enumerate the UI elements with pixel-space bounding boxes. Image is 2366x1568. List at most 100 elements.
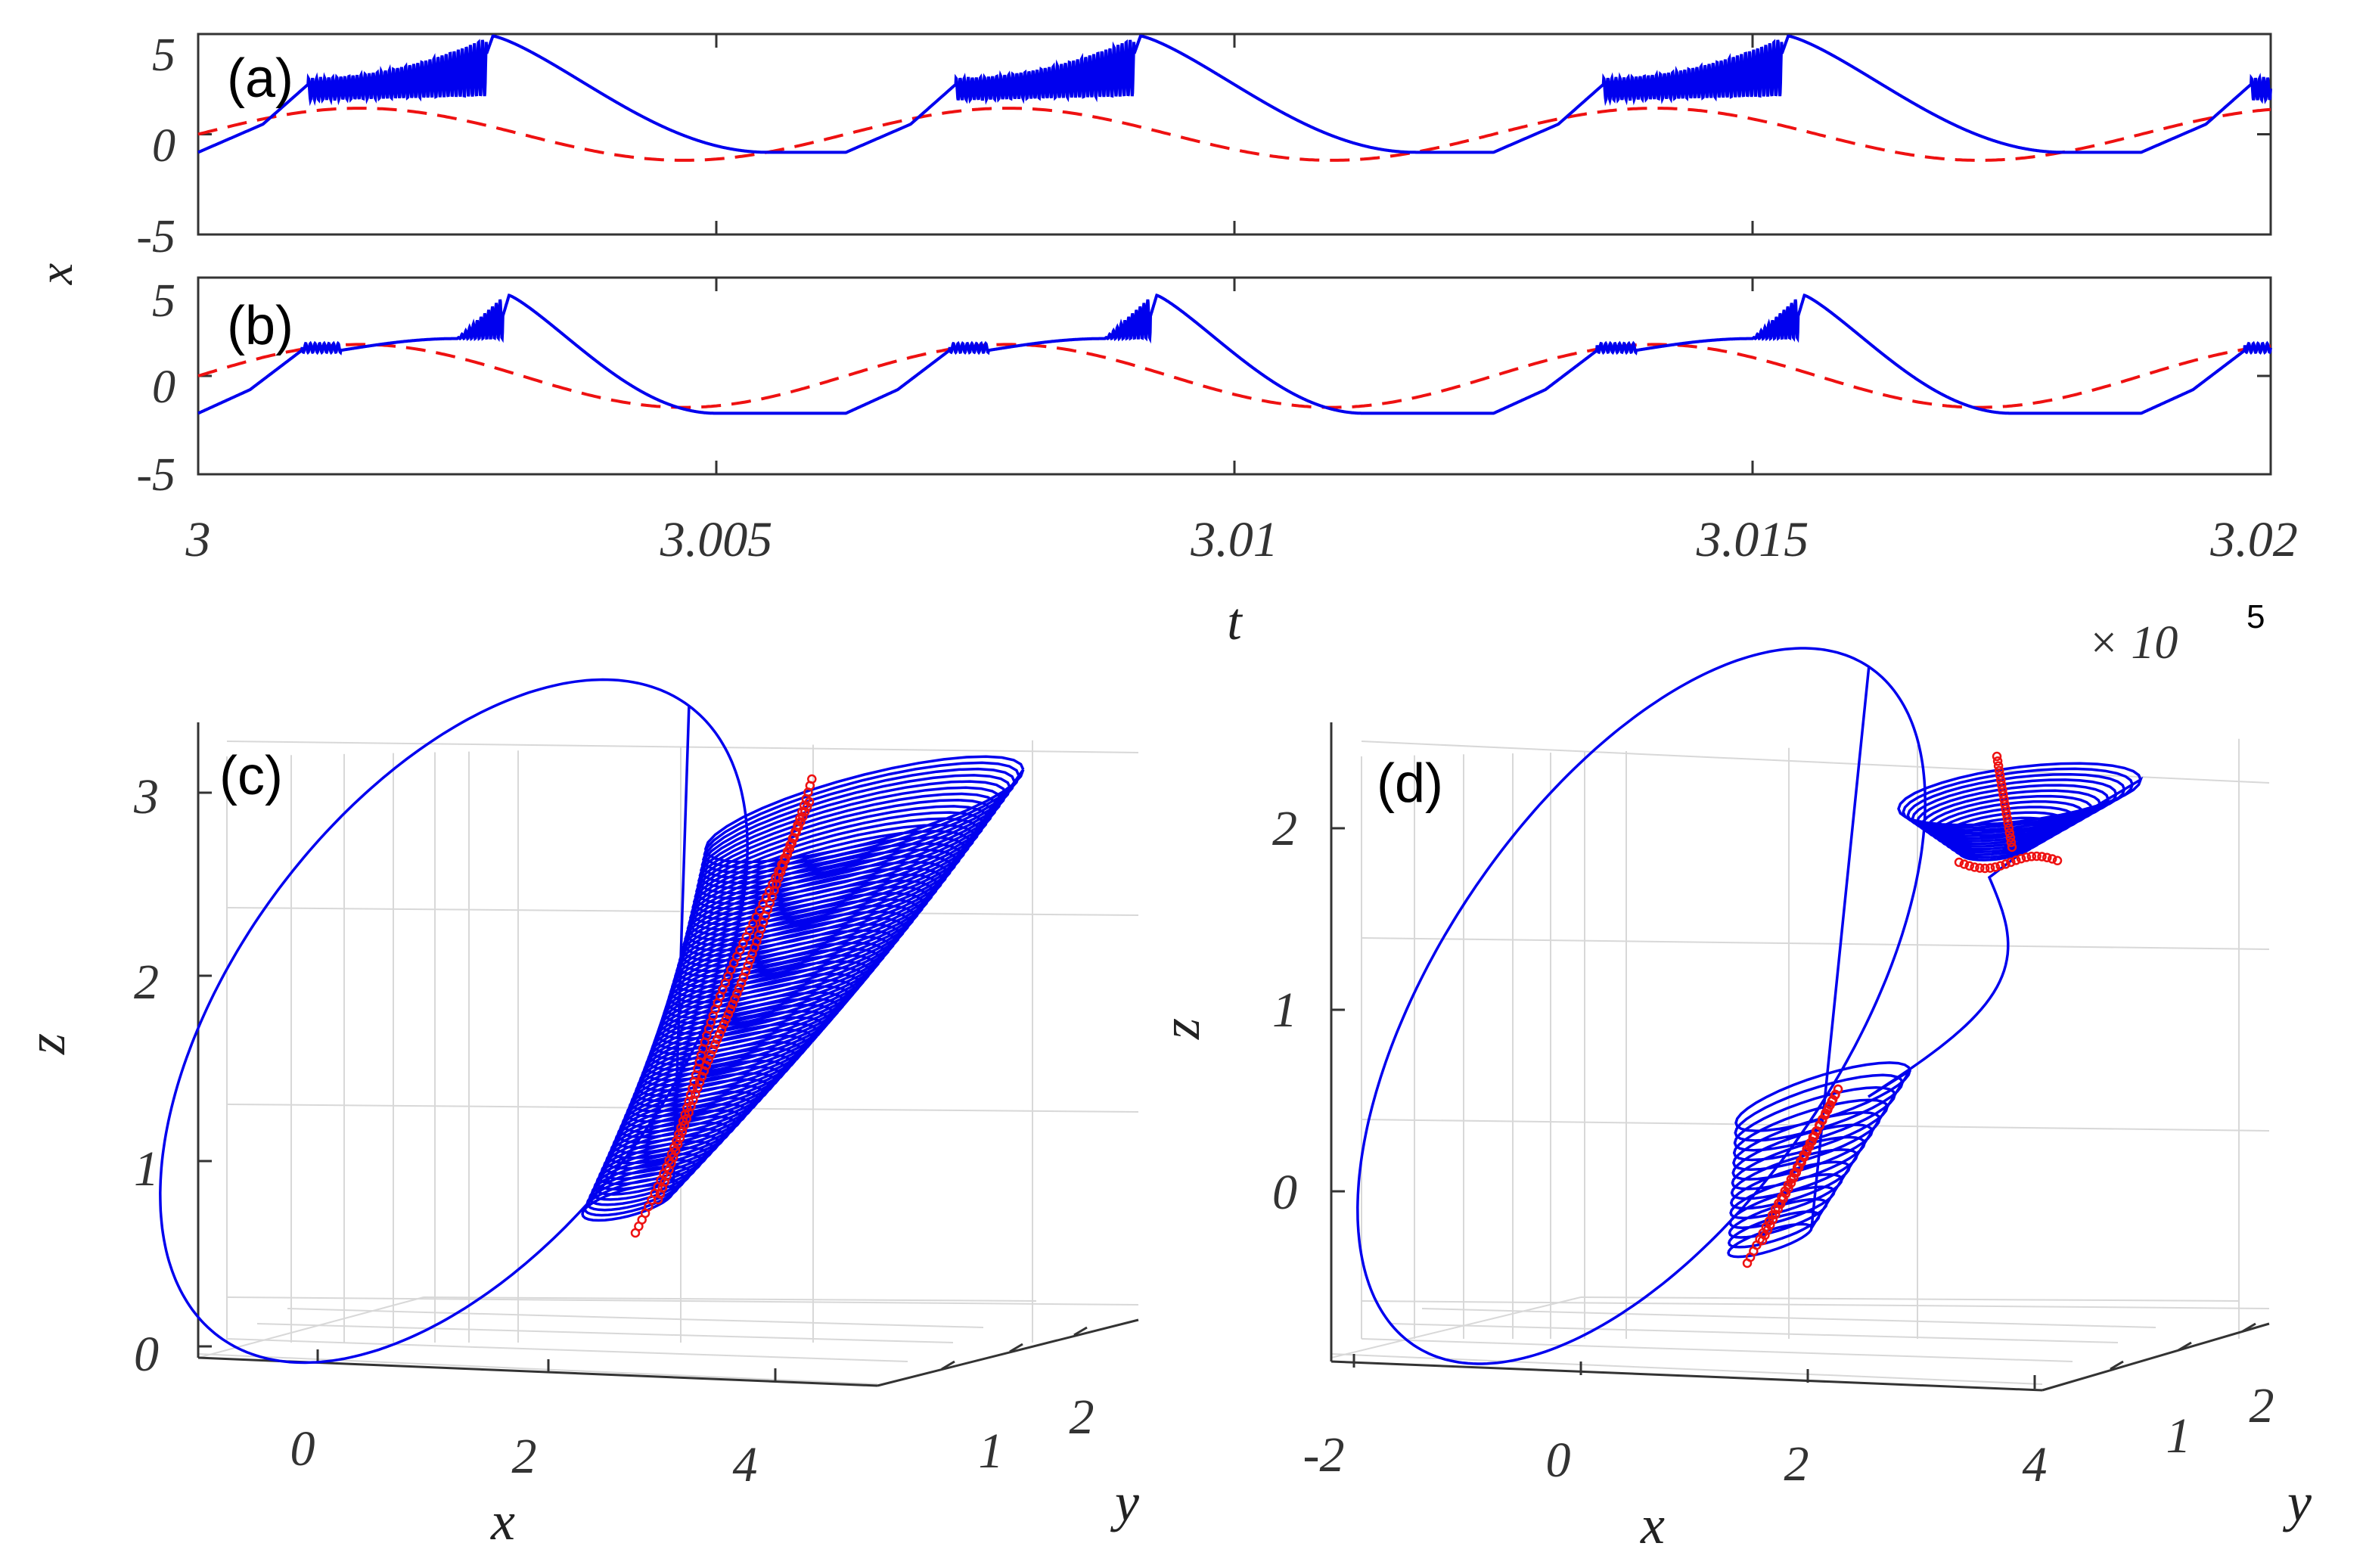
c-section-point <box>697 1072 707 1082</box>
c-section-point <box>800 806 810 817</box>
d-section-point <box>1994 765 2004 776</box>
c-section-point <box>721 1014 731 1024</box>
d-section-point <box>1996 775 2006 785</box>
d-section-point <box>1990 862 2001 872</box>
c-section-point <box>730 994 740 1004</box>
d-section-point <box>2004 827 2015 838</box>
d-section-point <box>2037 852 2047 862</box>
panel-c: (c) 0 1 2 3 0 2 4 1 2 x y z <box>16 678 1139 1551</box>
d-section-point <box>1998 790 2008 800</box>
c-xlabel: x <box>490 1491 515 1551</box>
c-section-point <box>734 983 744 993</box>
d-gridline-h <box>1361 741 2270 784</box>
series-c-points <box>630 774 817 1238</box>
c-ztick-3: 3 <box>133 769 159 824</box>
c-section-point <box>780 855 790 865</box>
c-gridline-floor <box>287 1308 984 1328</box>
d-section-point <box>2016 853 2026 864</box>
d-section-point <box>1999 794 2009 805</box>
c-section-point <box>787 838 797 848</box>
d-section-point <box>1833 1084 1843 1094</box>
panel-c-label: (c) <box>219 746 283 806</box>
d-gridline-floor <box>1391 1323 2119 1343</box>
d-gridline-floor <box>1580 1296 2240 1302</box>
c-section-point <box>723 1009 734 1020</box>
d-section-point <box>1993 761 2004 771</box>
d-axis-line <box>2042 1322 2270 1392</box>
b-x-multiplier: × 10 <box>2088 617 2178 669</box>
c-gridline-h <box>226 741 1139 753</box>
c-gridline-h <box>226 1296 1139 1306</box>
d-section-point <box>2042 852 2052 862</box>
b-x-multiplier-exp: 5 <box>2246 598 2265 635</box>
d-section-point <box>1964 861 1974 871</box>
d-gridline-floor <box>1421 1308 2156 1328</box>
d-section-point <box>1985 863 1995 873</box>
d-section-point <box>2006 837 2017 847</box>
series-b-dashed <box>197 343 2271 409</box>
c-section-point <box>719 1020 729 1029</box>
d-section-point <box>1995 771 2005 781</box>
d-section-point <box>2032 851 2042 862</box>
d-section-point <box>2006 857 2016 868</box>
c-axis-tick <box>941 1360 955 1371</box>
d-section-point <box>1995 861 2005 871</box>
c-section-point <box>796 817 806 827</box>
d-section-point <box>2005 833 2016 843</box>
c-ztick-1: 1 <box>134 1141 159 1197</box>
d-section-point <box>1998 784 2007 795</box>
c-gridline-floor <box>256 1323 954 1343</box>
b-xtick-1: 3.005 <box>660 512 773 567</box>
panel-b-frame <box>197 276 2272 476</box>
d-gridline-floor <box>1361 1338 2073 1362</box>
c-section-point <box>706 1050 716 1060</box>
shared-ylabel-x: x <box>29 263 82 285</box>
d-section-point <box>2026 852 2037 862</box>
c-ylabel: y <box>1110 1472 1139 1532</box>
c-section-point <box>694 1077 705 1088</box>
d-section-point <box>2001 804 2010 814</box>
c-section-point <box>710 1039 720 1050</box>
series-b-solid <box>197 293 2272 415</box>
d-section-point <box>2052 855 2063 866</box>
d-ztick-2: 2 <box>1272 801 1297 856</box>
d-axis-line <box>1330 1360 2043 1392</box>
c-ztick-0: 0 <box>134 1327 159 1382</box>
d-axis-tick <box>2110 1360 2124 1371</box>
c-section-point <box>798 812 808 822</box>
panel-b-grid <box>197 276 2272 476</box>
d-section-point <box>2047 854 2057 864</box>
d-section-point <box>1992 756 2003 766</box>
d-gridline-h <box>1361 1300 2270 1309</box>
d-section-point <box>2001 809 2011 819</box>
c-section-point <box>708 1045 718 1054</box>
d-xtick-2: 2 <box>1784 1436 1809 1492</box>
d-section-point <box>2004 823 2014 833</box>
d-section-point <box>1992 751 2002 762</box>
d-section-point <box>1954 857 1964 868</box>
d-section-point <box>2000 799 2010 809</box>
d-xlabel: x <box>1640 1495 1665 1555</box>
d-zlabel: z <box>1150 1018 1211 1040</box>
c-ztick-2: 2 <box>134 955 159 1010</box>
d-section-point <box>1970 862 1979 872</box>
panel-b-label: (b) <box>227 296 293 356</box>
panel-d-grid <box>1330 738 2270 1385</box>
d-section-point <box>1959 859 1970 869</box>
panel-a-grid <box>197 33 2272 236</box>
c-axis-line <box>877 1318 1139 1387</box>
c-zlabel: z <box>16 1033 76 1055</box>
c-section-point <box>807 774 817 784</box>
b-xtick-4: 3.02 <box>2209 512 2298 567</box>
d-axis-tick <box>2178 1341 2192 1352</box>
a-ytick-m5: -5 <box>136 211 175 262</box>
c-gridline-floor <box>197 1353 878 1385</box>
b-xtick-2: 3.01 <box>1190 512 1278 567</box>
a-ytick-5: 5 <box>152 29 175 81</box>
panel-d-label: (d) <box>1377 753 1443 814</box>
c-section-point <box>791 827 801 837</box>
c-gridline-floor <box>423 1296 1037 1302</box>
d-section-point <box>1975 863 1985 873</box>
series-d-points <box>1742 751 2063 1268</box>
